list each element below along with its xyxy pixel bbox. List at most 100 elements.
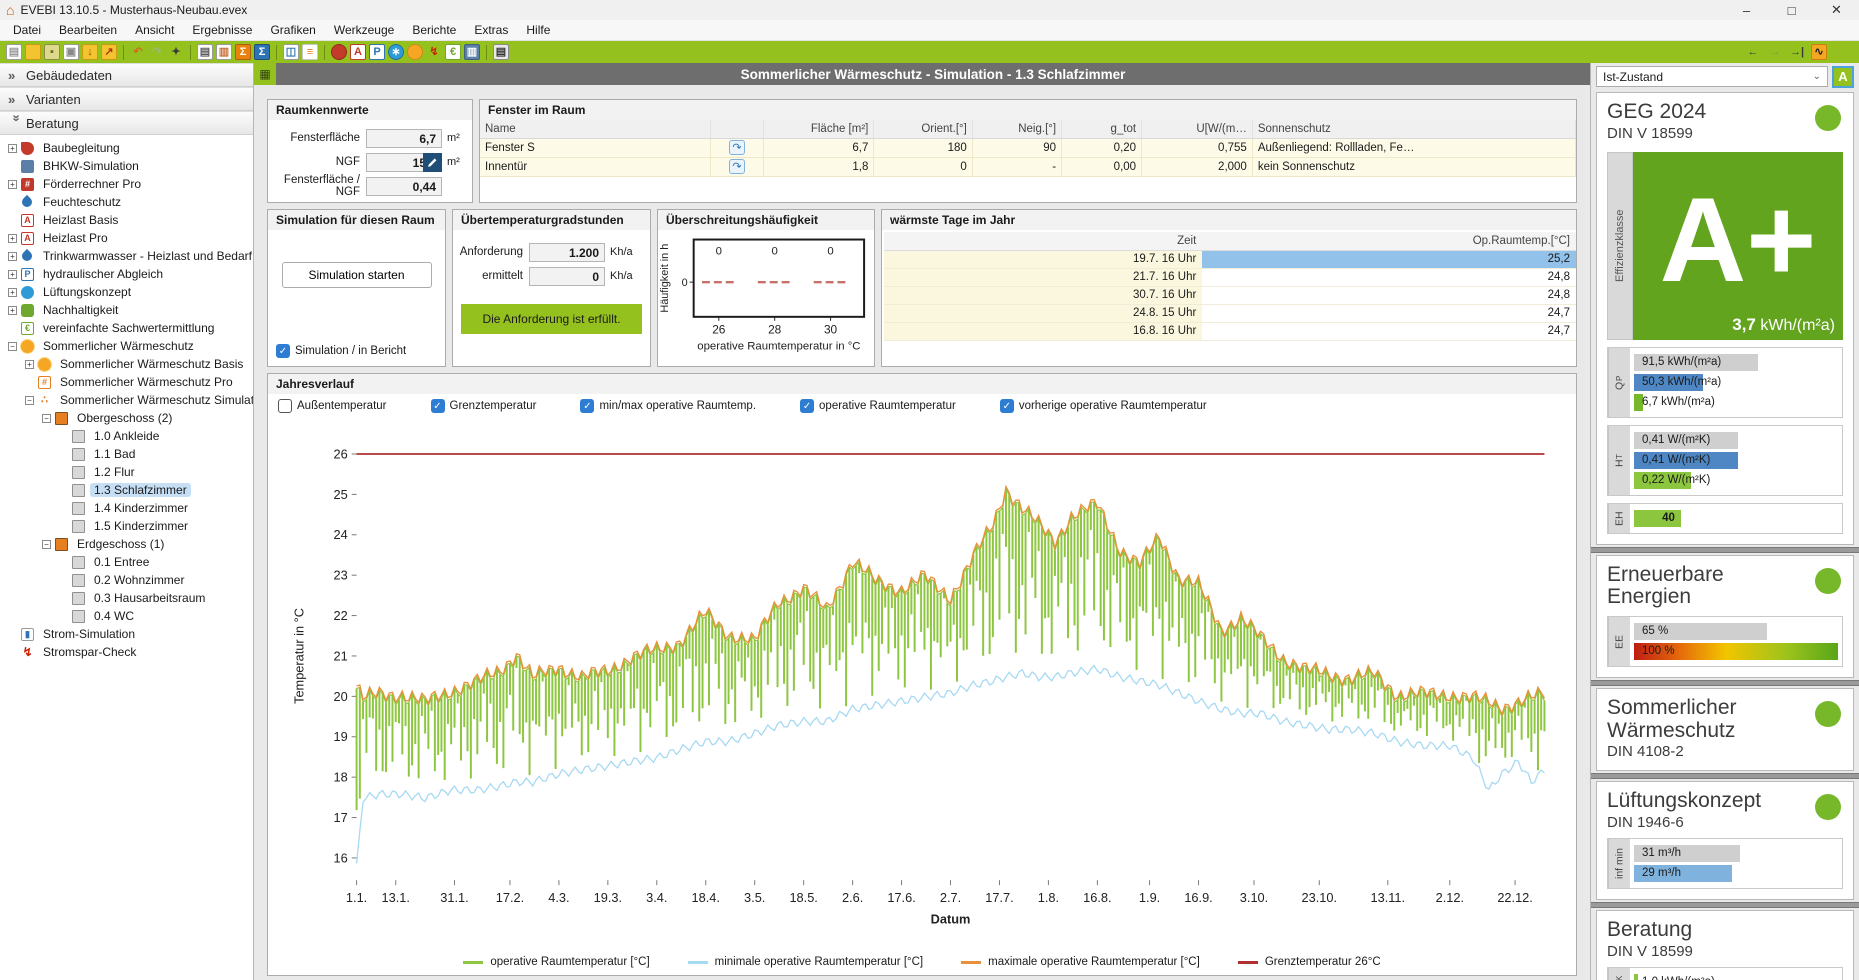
tree-item[interactable]: − Erdgeschoss (1) xyxy=(4,535,253,553)
tree-item[interactable]: − Sommerlicher Wärmeschutz xyxy=(4,337,253,355)
tree-expander-icon[interactable]: − xyxy=(8,341,17,351)
menu-item-datei[interactable]: Datei xyxy=(13,23,42,37)
undo-icon[interactable]: ↶ xyxy=(133,45,143,58)
tree-expander-icon[interactable]: − xyxy=(42,413,51,423)
goto-report-icon[interactable]: →| xyxy=(1789,45,1805,58)
tree-item[interactable]: + Trinkwarmwasser - Heizlast und Bedarf xyxy=(4,247,253,265)
tree-item[interactable]: + Nachhaltigkeit xyxy=(4,301,253,319)
tree-expander-icon[interactable]: − xyxy=(25,395,34,405)
tree-item[interactable]: + A Heizlast Pro xyxy=(4,229,253,247)
simulation-bericht-checkbox[interactable]: ✓ xyxy=(276,344,290,358)
tree-expander-icon[interactable]: + xyxy=(25,359,34,369)
simulation-starten-button[interactable]: Simulation starten xyxy=(281,262,432,288)
ngf-field[interactable]: 15,3 xyxy=(366,152,442,172)
tree-expander-icon[interactable]: − xyxy=(42,539,51,549)
redo-icon[interactable]: ↷ xyxy=(152,45,162,58)
fensterfläche / ngf-field[interactable]: 0,44 xyxy=(366,176,442,196)
sum-orange-icon[interactable]: Σ xyxy=(235,44,251,60)
tree-item[interactable]: + Baubegleitung xyxy=(4,139,253,157)
tree-item[interactable]: 0.4 WC xyxy=(4,607,253,625)
tree-item[interactable]: 0.3 Hausarbeitsraum xyxy=(4,589,253,607)
sachwert-icon[interactable]: € xyxy=(445,44,461,60)
structure-icon[interactable]: ≡ xyxy=(302,44,318,60)
tree-expander-icon[interactable]: + xyxy=(8,251,17,261)
curved-arrow-button[interactable]: ↷ xyxy=(728,159,745,174)
tree-item[interactable]: 1.3 Schlafzimmer xyxy=(4,481,253,499)
variant-a-button[interactable]: A xyxy=(1832,65,1854,88)
copy-icon[interactable]: ▣ xyxy=(63,44,79,60)
wizard-icon[interactable]: ✦ xyxy=(171,45,181,58)
tree-item[interactable]: € vereinfachte Sachwertermittlung xyxy=(4,319,253,337)
tree-item[interactable]: ▮ Strom-Simulation xyxy=(4,625,253,643)
sommer-icon[interactable] xyxy=(407,44,423,60)
waermste-row[interactable]: 21.7. 16 Uhr 24,8 xyxy=(884,268,1576,287)
strom-icon[interactable]: ↯ xyxy=(429,45,439,58)
menu-item-ansicht[interactable]: Ansicht xyxy=(135,23,175,37)
tree-item[interactable]: 1.4 Kinderzimmer xyxy=(4,499,253,517)
export-icon[interactable]: ↗ xyxy=(101,44,117,60)
anforderung-field[interactable]: 1.200 xyxy=(529,242,605,262)
import-icon[interactable]: ↓ xyxy=(82,44,98,60)
tree-item[interactable]: 0.1 Entree xyxy=(4,553,253,571)
menu-item-ergebnisse[interactable]: Ergebnisse xyxy=(192,23,253,37)
tree-item[interactable]: Feuchteschutz xyxy=(4,193,253,211)
fensterfläche-field[interactable]: 6,7 xyxy=(366,128,442,148)
open-folder-icon[interactable] xyxy=(25,44,41,60)
waermste-row[interactable]: 16.8. 16 Uhr 24,7 xyxy=(884,322,1576,341)
new-file-icon[interactable]: ▤ xyxy=(6,44,22,60)
fenster-table-row[interactable]: Innentür ↷ 1,8 0-0,00 2,000 kein Sonnenschutz xyxy=(480,157,1576,177)
lueftung-icon[interactable]: ∗ xyxy=(388,44,404,60)
series-checkbox[interactable]: ✓ xyxy=(580,399,595,413)
building-report-icon[interactable]: ▥ xyxy=(216,44,232,60)
series-checkbox[interactable]: ✓ xyxy=(800,399,815,413)
waermste-row[interactable]: 24.8. 15 Uhr 24,7 xyxy=(884,304,1576,323)
menu-item-grafiken[interactable]: Grafiken xyxy=(270,23,316,37)
waermste-row[interactable]: 30.7. 16 Uhr 24,8 xyxy=(884,286,1576,305)
edit-pencil-button[interactable] xyxy=(423,152,442,172)
series-checkbox[interactable] xyxy=(278,399,292,413)
sidebar-section-gebäudedaten[interactable]: » Gebäudedaten xyxy=(0,63,253,87)
heizlast-icon[interactable]: A xyxy=(350,44,366,60)
back-icon[interactable]: ← xyxy=(1747,45,1759,58)
tree-item[interactable]: 1.0 Ankleide xyxy=(4,427,253,445)
menu-item-bearbeiten[interactable]: Bearbeiten xyxy=(59,23,118,37)
ermittelt-field[interactable]: 0 xyxy=(529,266,605,286)
sidebar-section-varianten[interactable]: » Varianten xyxy=(0,87,253,111)
tree-item[interactable]: 1.5 Kinderzimmer xyxy=(4,517,253,535)
waermste-row[interactable]: 19.7. 16 Uhr 25,2 xyxy=(884,250,1576,269)
tree-item[interactable]: A Heizlast Basis xyxy=(4,211,253,229)
menu-item-extras[interactable]: Extras xyxy=(474,23,509,37)
tree-expander-icon[interactable]: + xyxy=(8,305,17,315)
variant-chart-icon[interactable]: ∿ xyxy=(1811,44,1827,60)
baubegleitung-icon[interactable] xyxy=(331,44,347,60)
tree-item[interactable]: − Obergeschoss (2) xyxy=(4,409,253,427)
menu-item-hilfe[interactable]: Hilfe xyxy=(526,23,551,37)
series-checkbox[interactable]: ✓ xyxy=(430,399,445,413)
maximize-button[interactable]: □ xyxy=(1787,2,1796,18)
menu-item-werkzeuge[interactable]: Werkzeuge xyxy=(333,23,395,37)
tree-expander-icon[interactable]: + xyxy=(8,143,17,153)
variant-select[interactable]: Ist-Zustand ⌄ xyxy=(1596,66,1828,87)
tree-item[interactable]: 1.2 Flur xyxy=(4,463,253,481)
sidebar-section-beratung[interactable]: » Beratung xyxy=(0,111,253,135)
sum-blue-icon[interactable]: Σ xyxy=(254,44,270,60)
print-report-icon[interactable]: ▤ xyxy=(493,44,509,60)
tree-expander-icon[interactable]: + xyxy=(8,233,17,243)
report-icon[interactable]: ▤ xyxy=(197,44,213,60)
minimize-button[interactable]: – xyxy=(1742,2,1751,18)
forward-icon[interactable]: → xyxy=(1769,45,1781,58)
hydraulik-icon[interactable]: P xyxy=(369,44,385,60)
tree-item[interactable]: + # Förderrechner Pro xyxy=(4,175,253,193)
tree-expander-icon[interactable]: + xyxy=(8,287,17,297)
tree-expander-icon[interactable]: + xyxy=(8,269,17,279)
curved-arrow-button[interactable]: ↷ xyxy=(728,140,745,155)
tree-item[interactable]: ↯ Stromspar-Check xyxy=(4,643,253,661)
tree-item[interactable]: # Sommerlicher Wärmeschutz Pro xyxy=(4,373,253,391)
tree-item[interactable]: BHKW-Simulation xyxy=(4,157,253,175)
tree-item[interactable]: 0.2 Wohnzimmer xyxy=(4,571,253,589)
bhkw-icon[interactable]: ▥ xyxy=(464,44,480,60)
tree-item[interactable]: + Lüftungskonzept xyxy=(4,283,253,301)
fenster-table-row[interactable]: Fenster S ↷ 6,7 180 90 0,20 0,755 Außenliegend:… xyxy=(480,138,1576,158)
menu-item-berichte[interactable]: Berichte xyxy=(412,23,457,37)
